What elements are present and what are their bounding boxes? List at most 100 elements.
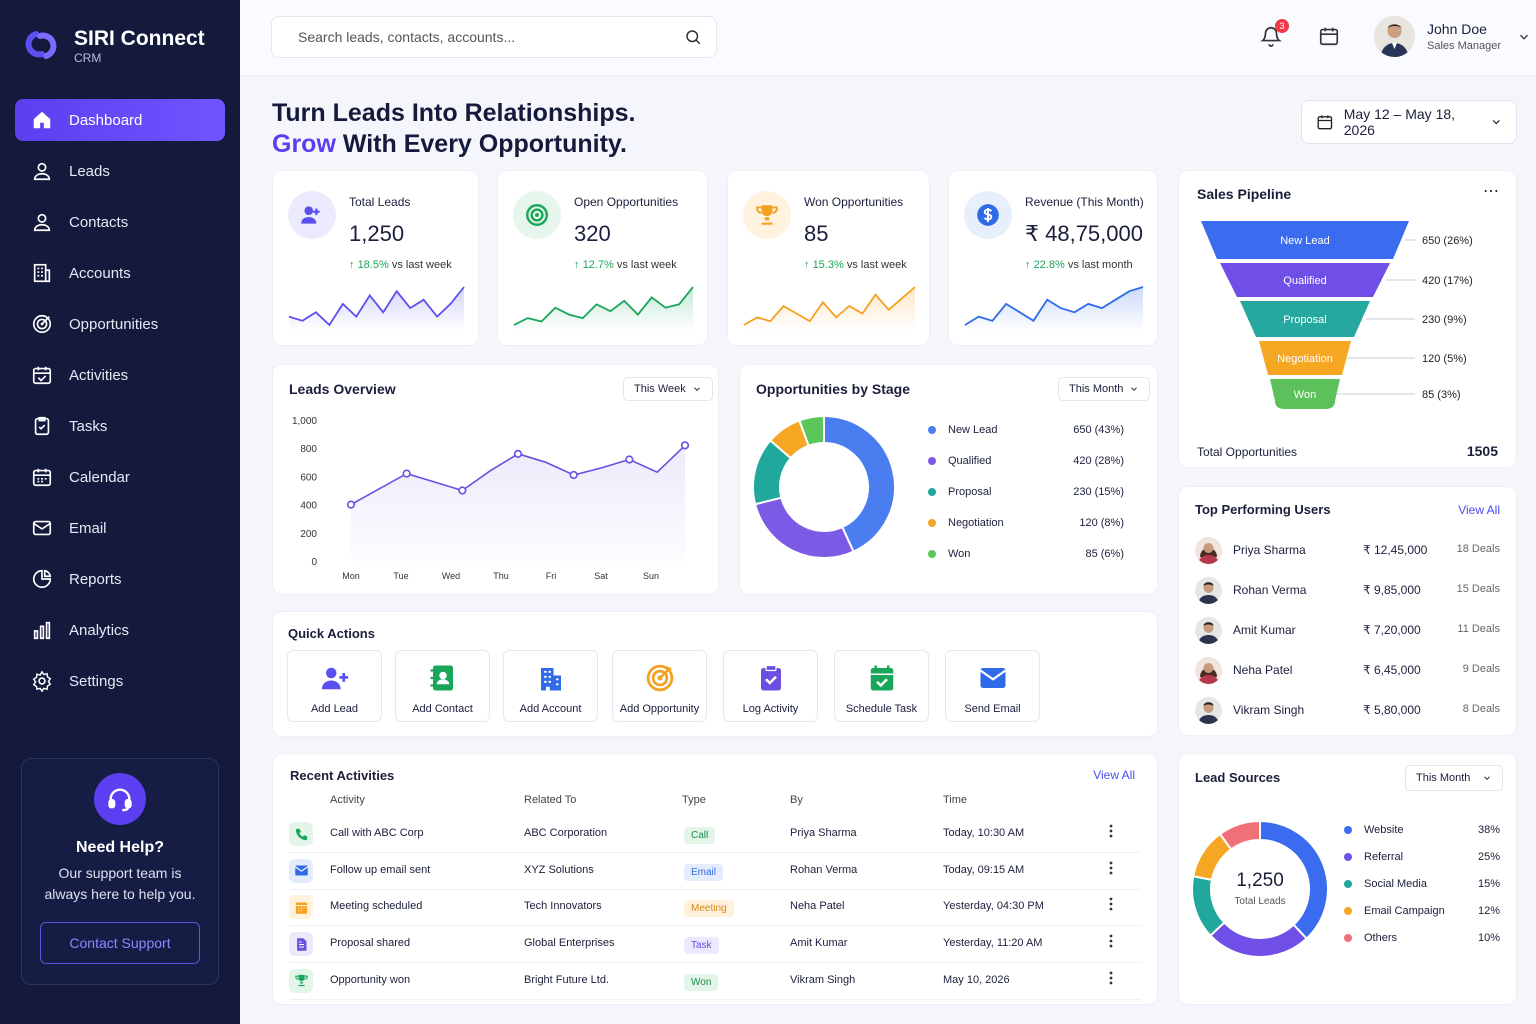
kpi-value: 1,250	[349, 221, 405, 246]
kpi-card[interactable]: Open Opportunities 320 ↑ 12.7% vs last wee…	[497, 170, 708, 346]
user-menu[interactable]: John Doe Sales Manager	[1374, 16, 1531, 57]
help-card: Need Help? Our support team is always he…	[21, 758, 219, 985]
view-all-link[interactable]: View All	[1093, 768, 1135, 782]
legend-dot	[1344, 880, 1352, 888]
more-vertical-icon[interactable]	[1109, 897, 1113, 915]
kpi-change: ↑ 12.7% vs last week	[574, 259, 677, 271]
legend-item: Others 10%	[1344, 928, 1500, 948]
quick-action-label: Log Activity	[742, 703, 799, 715]
kpi-change-value: 18.5%	[357, 259, 389, 271]
sidebar-item-analytics[interactable]: Analytics	[15, 609, 225, 651]
kpi-card[interactable]: Total Leads 1,250 ↑ 18.5% vs last week	[272, 170, 479, 346]
top-user-row[interactable]: Rohan Verma ₹ 9,85,000 15 Deals	[1195, 575, 1500, 605]
notification-button[interactable]: 3	[1260, 19, 1289, 51]
cell-by: Neha Patel	[790, 900, 845, 913]
date-range-label: May 12 – May 18, 2026	[1343, 106, 1456, 138]
period-dropdown[interactable]: This Month	[1405, 765, 1504, 791]
date-range-picker[interactable]: May 12 – May 18, 2026	[1301, 100, 1517, 144]
chevron-down-icon	[1520, 34, 1528, 40]
search-input[interactable]	[298, 29, 678, 45]
quick-action-log-activity-button[interactable]: Log Activity	[723, 650, 818, 722]
more-vertical-icon[interactable]	[1109, 824, 1113, 842]
table-row[interactable]: Proposal shared Global Enterprises Task Ami…	[289, 926, 1141, 964]
user-name: Priya Sharma	[1233, 543, 1306, 557]
quick-action-send-email-button[interactable]: Send Email	[945, 650, 1040, 722]
kpi-card[interactable]: Revenue (This Month) ₹ 48,75,000 ↑ 22.8% v…	[948, 170, 1158, 346]
sidebar-item-leads[interactable]: Leads	[15, 150, 225, 192]
more-vertical-icon[interactable]	[1109, 971, 1113, 989]
leads-line-chart: 0 200 400 600 800 1,000 Mon Tue Wed Thu Fri Sat Sun	[292, 416, 690, 581]
pipeline-total-value: 1505	[1466, 443, 1498, 459]
sidebar-item-email[interactable]: Email	[15, 507, 225, 549]
sidebar-item-label: Reports	[69, 570, 122, 588]
table-row[interactable]: Opportunity won Bright Future Ltd. Won Vikr…	[289, 963, 1141, 1000]
kpi-change-value: 15.3%	[812, 259, 844, 271]
cell-related: ABC Corporation	[524, 827, 608, 839]
kpi-value: 320	[574, 221, 611, 246]
sidebar-item-label: Opportunities	[69, 315, 159, 333]
funnel-stage-value: 420 (17%)	[1422, 275, 1473, 287]
calendar-button[interactable]	[1318, 24, 1340, 51]
trend-up-icon: ↑	[1025, 259, 1034, 271]
sidebar-item-activities[interactable]: Activities	[15, 354, 225, 396]
legend-dot	[1344, 934, 1352, 942]
sidebar-item-calendar[interactable]: Calendar	[15, 456, 225, 498]
period-dropdown[interactable]: This Week	[623, 377, 713, 401]
top-user-row[interactable]: Vikram Singh ₹ 5,80,000 8 Deals	[1195, 695, 1500, 725]
top-users-card: Top Performing Users View All Priya Shar…	[1178, 486, 1517, 736]
trophy-icon	[289, 968, 313, 993]
kpi-card[interactable]: Won Opportunities 85 ↑ 15.3% vs last week	[727, 170, 930, 346]
x-tick-label: Tue	[393, 571, 408, 581]
sidebar-item-opportunities[interactable]: Opportunities	[15, 303, 225, 345]
more-vertical-icon[interactable]	[1109, 861, 1113, 879]
pipeline-total-label: Total Opportunities	[1197, 445, 1298, 459]
legend-item: Qualified 420 (28%)	[928, 451, 1144, 471]
period-dropdown[interactable]: This Month	[1058, 377, 1151, 401]
cell-time: Today, 09:15 AM	[943, 863, 1025, 876]
search-icon[interactable]	[684, 28, 702, 46]
users-icon	[288, 191, 336, 239]
column-header: Type	[682, 794, 706, 806]
legend-dot	[928, 488, 936, 496]
x-tick-label: Fri	[546, 571, 557, 581]
avatar	[1195, 697, 1222, 724]
table-row[interactable]: Call with ABC Corp ABC Corporation Call Pri…	[289, 816, 1141, 853]
pipeline-funnel-chart: New Lead 650 (26%) Qualified 420 (17%) Propo…	[1201, 221, 1473, 409]
quick-action-add-lead-button[interactable]: Add Lead	[287, 650, 382, 722]
sidebar-item-dashboard[interactable]: Dashboard	[15, 99, 225, 141]
donut-slice-referral	[1209, 921, 1308, 958]
more-vertical-icon[interactable]	[1109, 934, 1113, 952]
table-row[interactable]: Meeting scheduled Tech Innovators Meeting N…	[289, 889, 1141, 927]
app-logo[interactable]: SIRI Connect CRM	[20, 26, 205, 66]
top-user-row[interactable]: Neha Patel ₹ 6,45,000 9 Deals	[1195, 655, 1500, 685]
quick-action-label: Send Email	[964, 703, 1021, 715]
table-row[interactable]: Follow up email sent XYZ Solutions Email Ro…	[289, 853, 1141, 890]
view-all-link[interactable]: View All	[1458, 503, 1500, 517]
legend-dot	[928, 457, 936, 465]
quick-action-schedule-task-button[interactable]: Schedule Task	[834, 650, 929, 722]
recent-activities-card: Recent Activities View All Activity Relat…	[272, 753, 1158, 1005]
kpi-label: Total Leads	[349, 195, 411, 209]
donut-slice-others	[1218, 819, 1261, 851]
quick-action-add-account-button[interactable]: Add Account	[503, 650, 598, 722]
clipboard-check-icon	[756, 663, 786, 693]
top-user-row[interactable]: Amit Kumar ₹ 7,20,000 11 Deals	[1195, 615, 1500, 645]
sidebar-item-contacts[interactable]: Contacts	[15, 201, 225, 243]
leads-overview-card: Leads Overview This Week 0 200 400 600 800 1,…	[272, 364, 719, 595]
sidebar-item-settings[interactable]: Settings	[15, 660, 225, 702]
quick-action-add-contact-button[interactable]: Add Contact	[395, 650, 490, 722]
contact-support-button[interactable]: Contact Support	[40, 922, 200, 964]
sidebar-item-label: Analytics	[69, 621, 130, 639]
more-options-icon[interactable]: ⋯	[1483, 183, 1500, 200]
sidebar-item-accounts[interactable]: Accounts	[15, 252, 225, 294]
kpi-label: Revenue (This Month)	[1025, 195, 1144, 209]
top-user-row[interactable]: Priya Sharma ₹ 12,45,000 18 Deals	[1195, 535, 1500, 565]
legend-dot	[1344, 853, 1352, 861]
legend-label: Qualified	[948, 455, 992, 467]
cell-related: Global Enterprises	[524, 937, 615, 950]
sidebar-item-reports[interactable]: Reports	[15, 558, 225, 600]
card-title: Sales Pipeline	[1197, 186, 1292, 202]
sidebar-nav: Dashboard Leads Contacts Accounts Opportunit…	[15, 99, 225, 711]
sidebar-item-tasks[interactable]: Tasks	[15, 405, 225, 447]
quick-action-add-opportunity-button[interactable]: Add Opportunity	[612, 650, 707, 722]
